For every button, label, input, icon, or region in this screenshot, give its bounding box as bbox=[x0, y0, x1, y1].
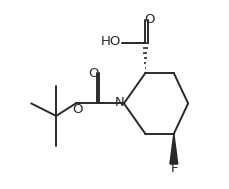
Polygon shape bbox=[169, 134, 177, 164]
Text: O: O bbox=[88, 67, 98, 80]
Text: F: F bbox=[170, 162, 178, 175]
Text: O: O bbox=[72, 103, 82, 116]
Text: O: O bbox=[143, 13, 154, 26]
Text: HO: HO bbox=[101, 35, 121, 48]
Text: N: N bbox=[114, 96, 124, 109]
